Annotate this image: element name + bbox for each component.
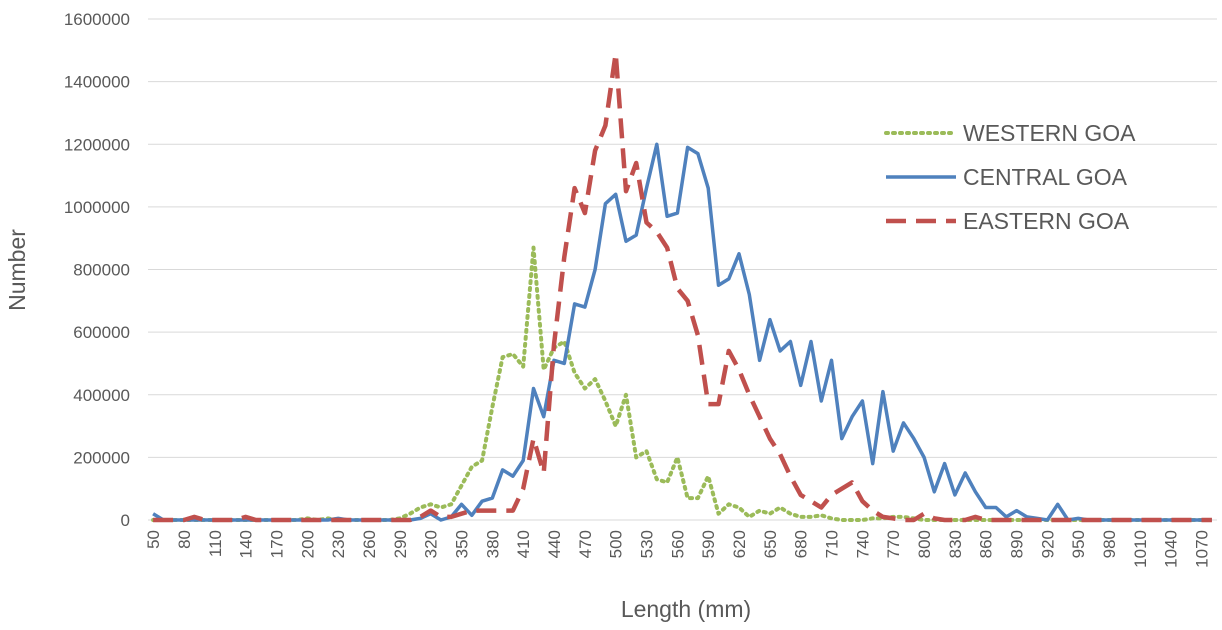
x-tick-label: 350 [453, 530, 472, 558]
x-tick-label: 830 [946, 530, 965, 558]
legend-label: CENTRAL GOA [963, 164, 1128, 190]
x-tick-label: 620 [730, 530, 749, 558]
x-tick-label: 650 [761, 530, 780, 558]
x-tick-label: 920 [1038, 530, 1057, 558]
x-tick-label: 410 [514, 530, 533, 558]
x-tick-label: 470 [576, 530, 595, 558]
x-tick-label: 260 [360, 530, 379, 558]
x-tick-label: 1040 [1162, 530, 1181, 568]
x-tick-label: 140 [237, 530, 256, 558]
x-tick-label: 290 [391, 530, 410, 558]
y-tick-label: 600000 [73, 323, 130, 342]
x-tick-label: 950 [1069, 530, 1088, 558]
gridlines [148, 18, 1217, 458]
x-tick-label: 500 [607, 530, 626, 558]
x-tick-label: 860 [977, 530, 996, 558]
x-axis-ticks: 50 80 110 140 170 200 230 260 290 320 350 380 410 440… [144, 530, 1211, 568]
x-tick-label: 590 [699, 530, 718, 558]
x-tick-label: 380 [483, 530, 502, 558]
x-tick-label: 560 [668, 530, 687, 558]
x-tick-label: 170 [267, 530, 286, 558]
x-tick-label: 1010 [1131, 530, 1150, 568]
y-tick-label: 1000000 [64, 198, 130, 217]
y-tick-label: 1600000 [64, 10, 130, 29]
y-axis-ticks: 0 200000 400000 600000 800000 1000000 1200000 1… [64, 10, 130, 530]
x-tick-label: 50 [144, 530, 163, 549]
x-tick-label: 80 [175, 530, 194, 549]
y-tick-label: 200000 [73, 448, 130, 467]
y-tick-label: 0 [121, 511, 130, 530]
x-tick-label: 980 [1100, 530, 1119, 558]
x-tick-label: 200 [298, 530, 317, 558]
series-lines [151, 51, 1214, 523]
x-tick-label: 530 [638, 530, 657, 558]
x-tick-label: 740 [853, 530, 872, 558]
x-tick-label: 320 [422, 530, 441, 558]
x-tick-label: 680 [792, 530, 811, 558]
x-tick-label: 230 [329, 530, 348, 558]
y-axis-title: Number [4, 229, 30, 311]
x-tick-label: 440 [545, 530, 564, 558]
y-tick-label: 400000 [73, 386, 130, 405]
legend: WESTERN GOA CENTRAL GOA EASTERN GOA [884, 120, 1136, 234]
series-line-western-goa [151, 245, 1214, 522]
legend-label: EASTERN GOA [963, 208, 1130, 234]
y-tick-label: 800000 [73, 261, 130, 280]
x-tick-label: 890 [1008, 530, 1027, 558]
y-tick-label: 1400000 [64, 73, 130, 92]
x-tick-label: 770 [884, 530, 903, 558]
series-line-eastern-goa [153, 51, 1212, 523]
x-tick-label: 710 [823, 530, 842, 558]
x-tick-label: 1070 [1193, 530, 1212, 568]
x-axis-title: Length (mm) [621, 596, 751, 622]
legend-label: WESTERN GOA [963, 120, 1136, 146]
y-tick-label: 1200000 [64, 135, 130, 154]
x-tick-label: 110 [206, 530, 225, 557]
x-tick-label: 800 [915, 530, 934, 558]
